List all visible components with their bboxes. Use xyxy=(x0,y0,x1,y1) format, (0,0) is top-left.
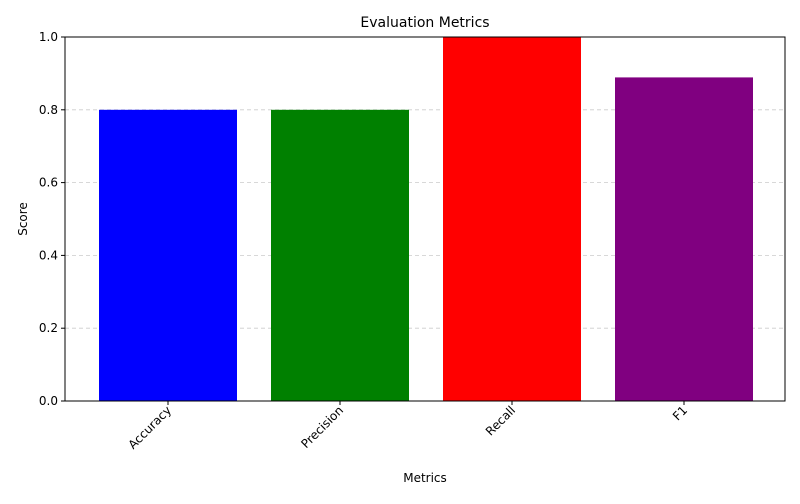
bar-accuracy xyxy=(99,109,237,402)
y-tick-label: 0.8 xyxy=(39,103,58,117)
plot-frame xyxy=(64,36,786,402)
y-tick-label: 0.4 xyxy=(39,248,58,262)
y-tick-label: 0.0 xyxy=(39,394,58,408)
y-tick-label: 0.2 xyxy=(39,321,58,335)
y-tick-label: 1.0 xyxy=(39,30,58,44)
chart-title: Evaluation Metrics xyxy=(360,15,489,31)
y-axis-label: Score xyxy=(16,202,30,236)
y-axis-ticks: 0.0 0.2 0.4 0.6 0.8 1.0 xyxy=(39,30,65,408)
bar-precision xyxy=(271,109,409,402)
bar-recall xyxy=(443,37,581,401)
bar-f1 xyxy=(615,77,753,402)
y-tick-label: 0.6 xyxy=(39,176,58,190)
x-axis-label: Metrics xyxy=(403,471,447,485)
bars xyxy=(99,37,753,402)
